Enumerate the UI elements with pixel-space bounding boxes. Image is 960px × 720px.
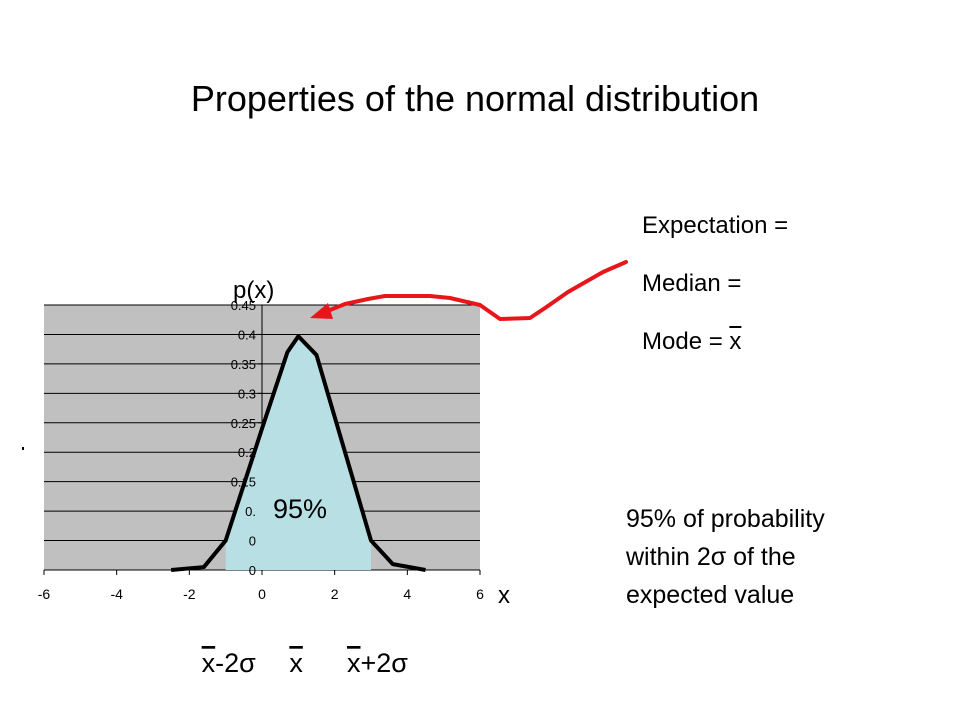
marker-suffix: -2σ — [215, 648, 256, 678]
y-tick-label: 0.35 — [231, 357, 256, 372]
x-tick-label: -4 — [110, 586, 123, 602]
median-label: Median = — [642, 270, 742, 297]
y-tick-label: 0 — [249, 563, 256, 578]
y-tick-label: 0.25 — [231, 416, 256, 431]
marker-label: x-2σ — [202, 648, 257, 678]
marker-label: x — [289, 648, 303, 678]
y-tick-label: 0. — [245, 504, 256, 519]
xbar-symbol: x — [202, 648, 216, 678]
shaded-percent-label: 95% — [273, 494, 327, 524]
mode-label: Mode = x — [642, 328, 741, 356]
y-tick-label: 0.3 — [238, 386, 256, 401]
y-tick-label: 0.45 — [231, 298, 256, 313]
marker-label: x+2σ — [347, 648, 408, 678]
y-tick-label: 0.2 — [238, 445, 256, 460]
density-curve — [170, 334, 426, 572]
y-tick-label: 0.15 — [231, 475, 256, 490]
slide-title: Properties of the normal distribution — [190, 78, 760, 119]
y-tick-labels: 0 0 0. 0.15 0.2 0.25 0.3 0.35 0.4 0.45 — [231, 298, 256, 578]
arrow-head-icon — [310, 303, 333, 319]
x-tick-label: 0 — [258, 586, 266, 602]
stray-mark — [22, 447, 24, 450]
marker-suffix: +2σ — [361, 648, 409, 678]
x-axis-label: x — [498, 582, 510, 609]
expectation-label: Expectation = — [642, 212, 789, 239]
arrow-line — [323, 260, 628, 321]
x-tick-label: -2 — [183, 586, 196, 602]
mode-xbar-symbol: x — [729, 328, 742, 355]
y-tick-label: 0.4 — [238, 327, 256, 342]
xbar-symbol: x — [347, 648, 361, 678]
marker-labels: x-2σ x x+2σ — [202, 648, 409, 678]
x-tick-labels: -6 -4 -2 0 2 4 6 — [38, 586, 484, 602]
x-tick-label: 2 — [331, 586, 339, 602]
y-axis-label: p(x) — [233, 277, 274, 304]
x-tick-label: 6 — [476, 586, 484, 602]
y-tick-label: 0 — [249, 534, 256, 549]
shaded-area — [225, 336, 371, 570]
x-tick-label: -6 — [38, 586, 51, 602]
mode-prefix: Mode = — [642, 328, 730, 355]
xbar-symbol: x — [289, 648, 303, 678]
x-tick-label: 4 — [403, 586, 411, 602]
probability-note: 95% of probability within 2σ of the expe… — [626, 505, 825, 609]
